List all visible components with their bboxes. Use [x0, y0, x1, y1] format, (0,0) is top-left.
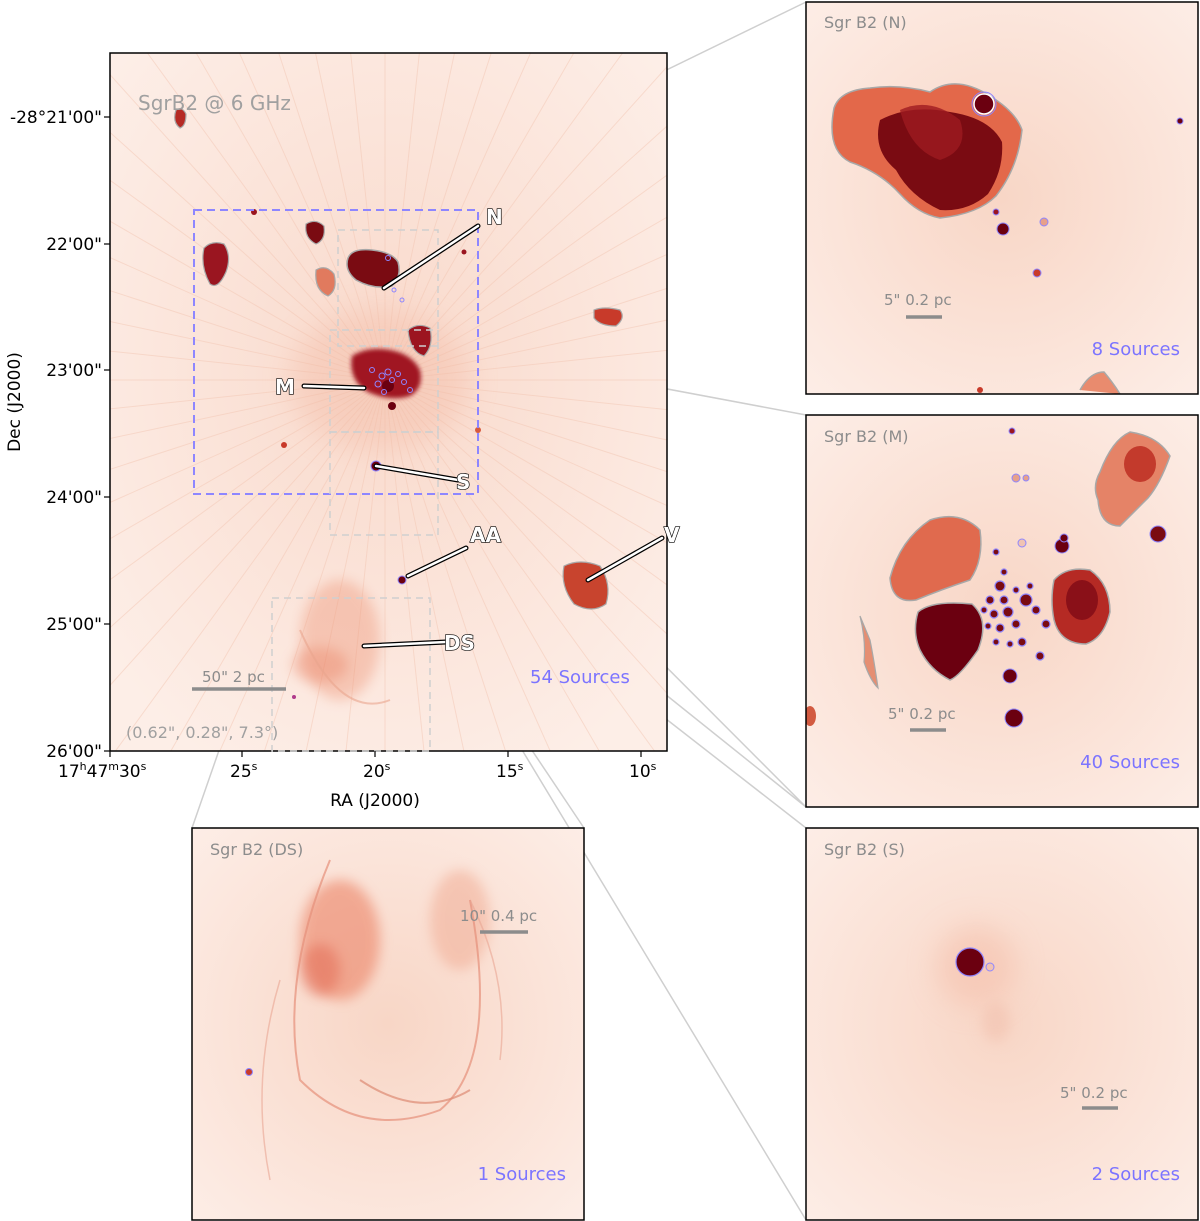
ra-tick-label: 17h47m30s: [58, 760, 147, 782]
inset-scalebar-label-m: 5" 0.2 pc: [888, 705, 956, 723]
emission-regions: [174, 108, 623, 699]
artefact-streak: [384, 53, 624, 381]
artefact-streak: [384, 379, 667, 473]
dec-tick-label: 24'00": [46, 488, 102, 508]
artefact-streak: [238, 53, 386, 381]
main-sources-count: 54 Sources: [530, 667, 630, 688]
inset-panel-s: Sgr B2 (S) 5" 0.2 pc 2 Sources: [805, 827, 1199, 1221]
inset-sources-m: 40 Sources: [1080, 752, 1180, 773]
inset-scalebar-label-n: 5" 0.2 pc: [884, 291, 952, 309]
dec-tick-labels: -28°21'00" 22'00" 23'00" 24'00" 25'00" 2…: [10, 108, 102, 762]
artefact-streak: [219, 379, 386, 751]
inset-panel-ds: Sgr B2 (DS) 10" 0.4 pc 1 Sources: [191, 827, 585, 1221]
artefact-streak: [195, 53, 386, 381]
ra-tick-label: 10s: [629, 760, 657, 782]
artefact-streak: [384, 53, 532, 381]
artefact-streak: [278, 53, 386, 381]
artefact-streak: [110, 379, 386, 439]
artefact-streak: [384, 287, 667, 381]
inset-title-n: Sgr B2 (N): [824, 13, 907, 32]
inset-title-s: Sgr B2 (S): [824, 840, 905, 859]
artefact-streak: [110, 73, 386, 381]
region-label-s: S: [456, 470, 470, 494]
artefact-streak: [384, 379, 425, 751]
dec-tick-label: 26'00": [46, 742, 102, 762]
inset-title-ds: Sgr B2 (DS): [210, 840, 303, 859]
artefact-streak: [384, 379, 667, 441]
inset-sources-s: 2 Sources: [1092, 1164, 1180, 1185]
artefact-streak: [384, 379, 667, 544]
dec-ticks: [104, 116, 110, 752]
region-label-m: M: [275, 375, 295, 399]
artefact-streak: [146, 53, 386, 381]
artefact-streak: [384, 216, 667, 381]
artefact-streak: [384, 125, 667, 381]
artefact-streak: [384, 379, 667, 507]
inset-title-m: Sgr B2 (M): [824, 427, 909, 446]
artefact-streak: [110, 179, 386, 381]
artefact-streak: [110, 379, 386, 503]
main-scalebar-label: 50" 2 pc: [202, 668, 265, 686]
ra-tick-label: 15s: [496, 760, 524, 782]
artefact-streak: [384, 379, 667, 635]
dec-tick-label: 22'00": [46, 235, 102, 255]
inset-scalebar-label-s: 5" 0.2 pc: [1060, 1084, 1128, 1102]
artefact-streak: [110, 379, 386, 629]
artefact-streak: [110, 220, 386, 381]
artefact-streak: [384, 349, 667, 381]
dec-tick-label: -28°21'00": [10, 108, 102, 128]
ra-tick-labels: 17h47m30s 25s 20s 15s 10s: [58, 760, 657, 782]
ra-tick-label: 25s: [230, 760, 258, 782]
ra-ticks: [109, 751, 642, 757]
inset-sources-n: 8 Sources: [1092, 339, 1180, 360]
artefact-streak: [384, 379, 667, 411]
artefact-streak: [110, 379, 386, 470]
region-label-aa: AA: [470, 523, 501, 547]
region-label-n: N: [486, 205, 503, 229]
artefact-streak: [384, 379, 600, 751]
artefact-streak: [110, 379, 386, 581]
dec-tick-label: 25'00": [46, 615, 102, 635]
region-pointers: [301, 223, 665, 649]
inset-panel-m: Sgr B2 (M) 5" 0.2 pc 40 Sources: [805, 414, 1199, 808]
beam-size-label: (0.62", 0.28", 7.3°): [126, 723, 278, 742]
ra-tick-label: 20s: [363, 760, 391, 782]
region-labels: N M S AA V DS: [274, 204, 680, 655]
artefact-streak: [384, 379, 551, 751]
region-label-ds: DS: [444, 631, 475, 655]
artefact-streak: [384, 53, 492, 381]
artefact-streak: [170, 379, 386, 751]
inset-sources-ds: 1 Sources: [478, 1164, 566, 1185]
artefact-streak: [384, 379, 465, 751]
artefact-streak: [384, 174, 667, 381]
artefact-streak: [384, 253, 667, 381]
artefact-streak: [110, 379, 386, 410]
source-markers-main: [369, 255, 413, 395]
main-title: SgrB2 @ 6 GHz: [138, 91, 291, 115]
artefact-streak: [114, 379, 386, 751]
artefact-streak: [384, 319, 667, 381]
artefact-streak: [110, 131, 386, 381]
artefact-streak: [110, 257, 386, 381]
artefact-streak: [384, 66, 667, 381]
inset-scalebar-label-ds: 10" 0.4 pc: [460, 907, 537, 925]
main-image-panel: N M S AA V DS SgrB2 @ 6 GHz 54 Sources 5…: [5, 52, 681, 811]
yaxis-label: Dec (J2000): [5, 352, 25, 452]
artefact-streak: [384, 379, 656, 751]
overview-dashed-box: [193, 209, 479, 495]
inset-panel-n: Sgr B2 (N) 5" 0.2 pc 8 Sources: [805, 1, 1199, 395]
artefact-streak: [110, 350, 386, 381]
region-label-v: V: [664, 523, 680, 547]
artefact-streak: [110, 379, 386, 687]
artefact-streak: [110, 321, 386, 381]
xaxis-label: RA (J2000): [330, 791, 420, 811]
artefact-streak: [110, 290, 386, 381]
artefact-streak: [384, 53, 456, 381]
dec-tick-label: 23'00": [46, 361, 102, 381]
artefact-streak: [384, 53, 575, 381]
inset-region-boxes: [271, 229, 439, 752]
artefact-streak: [110, 379, 386, 540]
